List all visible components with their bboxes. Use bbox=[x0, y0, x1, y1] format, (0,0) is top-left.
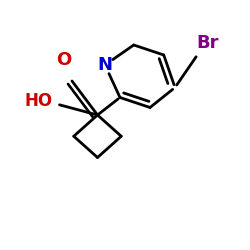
Text: HO: HO bbox=[25, 92, 53, 110]
Text: O: O bbox=[56, 51, 72, 69]
Text: Br: Br bbox=[196, 34, 219, 52]
Text: N: N bbox=[98, 56, 112, 74]
